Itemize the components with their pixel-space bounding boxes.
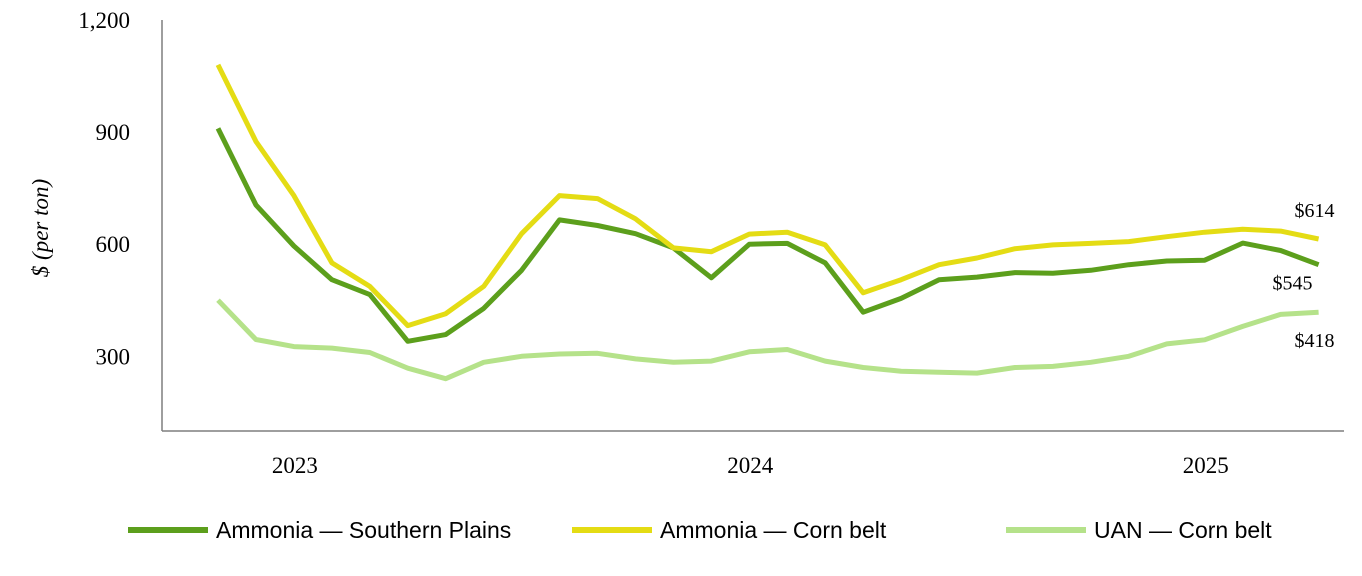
y-tick-label: 300 [96,344,131,369]
y-tick-label: 900 [96,120,131,145]
x-tick-label: 2025 [1183,453,1229,478]
y-tick-labels: 300 600 900 1,200 [78,8,130,369]
end-label-ammonia-southern-plains: $545 [1273,273,1313,295]
x-tick-label: 2024 [727,453,774,478]
y-tick-label: 600 [96,232,131,257]
legend-label-uan-corn-belt: UAN — Corn belt [1094,517,1272,543]
x-tick-labels: 2023 2024 2025 [272,453,1229,478]
end-labels: $545 $614 $418 [1273,200,1335,352]
series-line-uan-corn-belt [216,298,1319,382]
series-lines [215,63,1320,382]
series-line-ammonia-southern-plains [215,127,1320,344]
legend: Ammonia — Southern Plains Ammonia — Corn … [128,517,1272,543]
end-label-uan-corn-belt: $418 [1295,330,1335,352]
legend-label-ammonia-southern-plains: Ammonia — Southern Plains [216,517,511,543]
x-tick-label: 2023 [272,453,318,478]
legend-label-ammonia-corn-belt: Ammonia — Corn belt [660,517,887,543]
series-line-ammonia-corn-belt [215,63,1320,329]
y-axis-title: $ (per ton) [28,179,53,277]
y-tick-label: 1,200 [78,8,130,33]
end-label-ammonia-corn-belt: $614 [1295,200,1335,222]
